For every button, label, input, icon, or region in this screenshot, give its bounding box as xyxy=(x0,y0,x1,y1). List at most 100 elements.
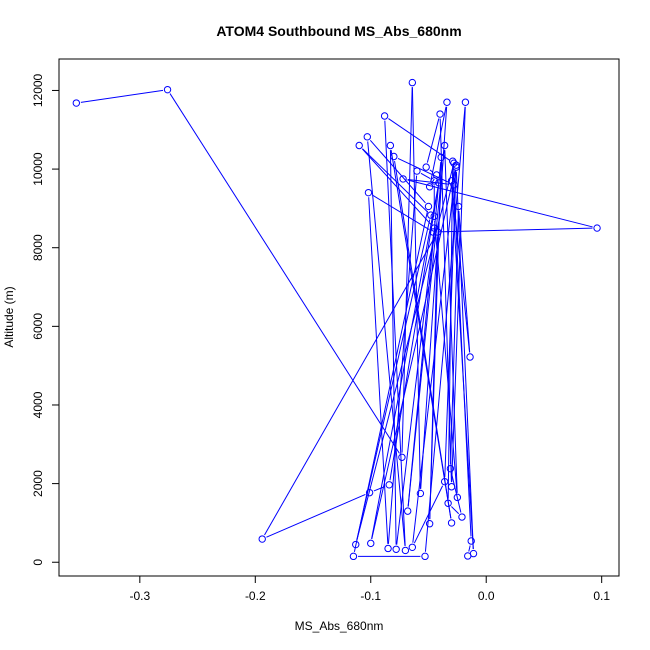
data-point xyxy=(446,464,455,473)
y-tick-label: 10000 xyxy=(31,152,45,186)
x-tick-label: 0.1 xyxy=(593,589,610,603)
data-point xyxy=(453,493,462,502)
data-point xyxy=(449,157,457,165)
y-tick-label: 2000 xyxy=(31,470,45,497)
data-point xyxy=(461,98,470,106)
data-point xyxy=(404,507,412,515)
series-segment xyxy=(451,473,462,513)
data-point xyxy=(450,159,458,167)
data-point xyxy=(422,163,430,171)
data-point xyxy=(430,177,438,185)
data-point xyxy=(593,224,601,232)
series-segment xyxy=(434,220,458,493)
x-axis-label: MS_Abs_680nm xyxy=(295,619,384,633)
data-point xyxy=(408,78,417,87)
series-segment xyxy=(387,175,418,544)
series-segment xyxy=(429,236,439,520)
x-tick-label: -0.1 xyxy=(360,589,381,603)
data-point xyxy=(401,546,410,555)
data-point xyxy=(386,141,395,150)
series-segment xyxy=(389,150,397,545)
data-point xyxy=(447,519,456,527)
series-segment xyxy=(401,87,413,453)
data-point xyxy=(437,153,445,161)
data-point xyxy=(72,99,81,107)
series-segment xyxy=(389,187,439,481)
x-tick-label: 0.0 xyxy=(478,589,495,603)
chart-title: ATOM4 Southbound MS_Abs_680nm xyxy=(216,23,461,39)
series-segment xyxy=(264,235,436,536)
series-segment xyxy=(396,232,435,545)
series-segment xyxy=(80,89,164,103)
series-segment xyxy=(426,118,440,163)
data-point xyxy=(447,483,456,491)
series-segment xyxy=(369,139,426,204)
data-point xyxy=(444,499,452,507)
y-tick-label: 4000 xyxy=(31,391,45,418)
data-point xyxy=(399,175,407,183)
y-axis: 0 2000 4000 6000 8000 10000 12000 xyxy=(31,73,59,566)
data-point xyxy=(392,545,400,553)
series-segment xyxy=(388,118,451,162)
data-point xyxy=(163,85,172,94)
data-point xyxy=(408,543,417,551)
data-point xyxy=(435,179,443,187)
series-segment xyxy=(412,169,457,543)
series-segment xyxy=(455,171,474,550)
plot-frame xyxy=(58,58,620,577)
data-point xyxy=(349,552,358,561)
data-point xyxy=(355,141,363,150)
data-point xyxy=(424,202,433,211)
data-point xyxy=(363,133,371,141)
series-segment xyxy=(367,141,406,546)
series-segment xyxy=(452,165,472,537)
data-point xyxy=(427,211,435,219)
series-segment xyxy=(266,494,366,538)
series-segment xyxy=(420,172,431,180)
series-segment xyxy=(384,120,406,546)
data-point xyxy=(467,537,475,545)
series-points xyxy=(72,78,601,561)
series-lines xyxy=(80,87,593,557)
data-point xyxy=(390,152,398,161)
data-point xyxy=(425,520,434,528)
data-point xyxy=(352,540,360,549)
series-segment xyxy=(424,106,466,552)
y-tick-label: 8000 xyxy=(31,234,45,261)
data-point xyxy=(458,513,466,521)
y-tick-label: 6000 xyxy=(31,313,45,340)
series-segment xyxy=(468,545,471,552)
x-tick-label: -0.3 xyxy=(129,589,150,603)
data-point xyxy=(454,202,463,211)
data-point xyxy=(416,489,425,498)
data-point xyxy=(398,453,406,461)
data-point xyxy=(447,177,456,185)
data-point xyxy=(450,181,458,189)
series-segment xyxy=(413,485,444,544)
series-segment xyxy=(429,169,434,173)
data-point xyxy=(452,163,460,171)
data-point xyxy=(443,98,451,106)
data-point xyxy=(440,141,449,150)
data-point xyxy=(464,552,472,560)
series-segment xyxy=(362,148,428,213)
data-point xyxy=(258,535,266,543)
series-segment xyxy=(394,160,452,519)
series-segment xyxy=(430,106,447,183)
data-point xyxy=(436,110,444,118)
x-tick-label: -0.2 xyxy=(245,589,266,603)
data-point xyxy=(380,112,389,120)
data-point xyxy=(466,353,474,361)
data-point xyxy=(434,228,442,236)
series-segment xyxy=(372,194,430,231)
series-segment xyxy=(169,93,400,454)
data-point xyxy=(364,188,373,197)
data-point xyxy=(429,228,437,236)
y-axis-label: Altitude (m) xyxy=(2,286,16,347)
y-tick-label: 0 xyxy=(31,559,45,566)
series-segment xyxy=(437,227,593,233)
data-point xyxy=(413,167,421,175)
series-segment xyxy=(447,165,454,499)
